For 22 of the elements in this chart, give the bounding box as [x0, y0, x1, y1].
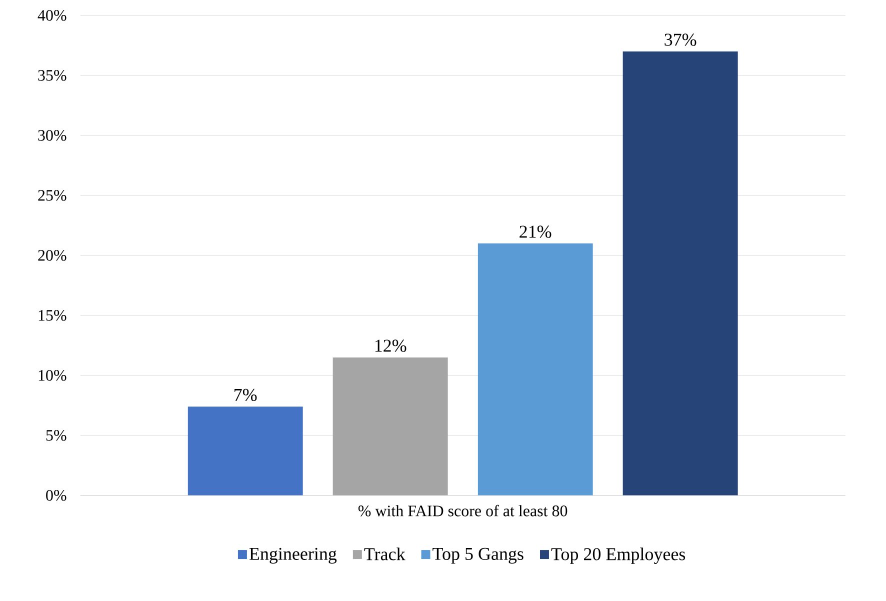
y-tick-label: 30%: [38, 130, 66, 141]
y-tick-label: 40%: [38, 10, 66, 21]
y-tick-label: 15%: [38, 310, 66, 321]
legend-label: Top 5 Gangs: [432, 548, 524, 564]
bar: [478, 243, 593, 496]
bar: [188, 406, 303, 496]
y-tick-label: 0%: [46, 490, 66, 501]
y-tick-label: 20%: [38, 250, 66, 261]
legend-label: Top 20 Employees: [551, 548, 686, 564]
bar: [622, 51, 738, 496]
data-label: 37%: [664, 34, 696, 46]
bar: [332, 357, 448, 496]
y-tick-label: 10%: [38, 370, 66, 381]
y-tick-label: 25%: [38, 190, 66, 201]
data-label: 7%: [234, 388, 257, 402]
y-tick-label: 5%: [46, 430, 66, 441]
data-label: 21%: [520, 226, 552, 238]
legend-label: Track: [364, 548, 406, 560]
data-label: 12%: [375, 340, 406, 352]
x-tick-label: % with FAID score of at least 80: [358, 504, 568, 516]
legend-label: Engineering: [249, 548, 337, 564]
y-tick-label: 35%: [38, 70, 66, 81]
